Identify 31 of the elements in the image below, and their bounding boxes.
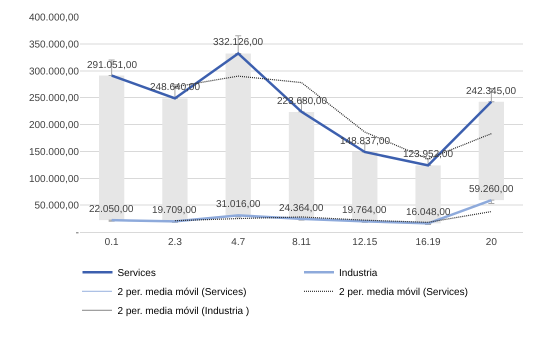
legend-label: 2 per. media móvil (Services) <box>339 287 468 298</box>
legend-label: Industria <box>339 268 378 280</box>
y-tick-label: 150.000,00 <box>28 146 80 158</box>
x-tick-label: 20 <box>486 237 498 248</box>
data-label: 242.345,00 <box>466 86 516 97</box>
data-label: 19.764,00 <box>342 205 387 216</box>
x-tick-label: 4.7 <box>231 237 246 248</box>
y-tick-label: 300.000,00 <box>28 66 80 78</box>
legend-label: 2 per. media móvil (Industria ) <box>118 306 250 318</box>
x-tick-label: 16.19 <box>416 237 442 248</box>
y-tick-label: 100.000,00 <box>28 174 80 185</box>
x-tick-label: 12.15 <box>352 237 378 248</box>
y-tick-label: 250.000,00 <box>28 93 80 104</box>
x-tick-label: 2.3 <box>168 237 182 248</box>
data-label: 332.126,00 <box>213 37 264 48</box>
data-label: 22.050,00 <box>89 204 134 215</box>
y-tick-label: - <box>76 228 79 238</box>
y-tick-label: 200.000,00 <box>28 120 80 131</box>
data-label: 291.051,00 <box>87 60 138 71</box>
data-label: 19.709,00 <box>152 205 197 216</box>
y-tick-label: 400.000,00 <box>28 12 80 24</box>
data-label: 16.048,00 <box>406 207 451 218</box>
y-tick-label: 50.000,00 <box>34 200 80 212</box>
y-tick-label: 350.000,00 <box>28 39 80 50</box>
x-tick-label: 8.11 <box>292 237 312 248</box>
data-label: 31.016,00 <box>216 199 261 210</box>
x-tick-label: 0.1 <box>104 237 120 248</box>
legend-label: 2 per. media móvil (Services) <box>118 287 246 298</box>
data-label: 59.260,00 <box>469 184 514 195</box>
legend-label: Services <box>118 268 156 280</box>
data-label: 24.364,00 <box>279 203 324 214</box>
